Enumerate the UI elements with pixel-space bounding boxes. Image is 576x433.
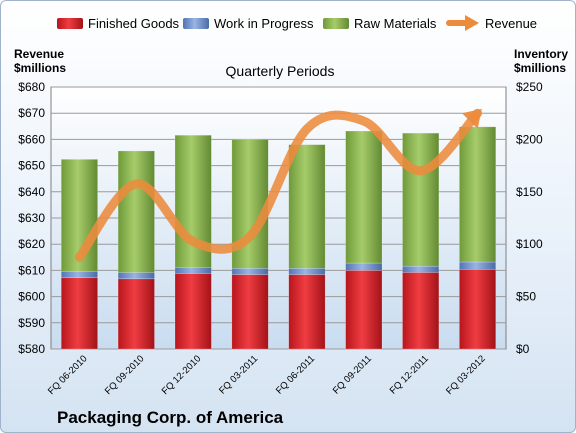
right-tick-label: $250: [516, 80, 543, 94]
revenue-line-layer: [74, 108, 483, 262]
chart-subtitle: Quarterly Periods: [226, 63, 335, 79]
legend: Finished Goods Work in Progress Raw Mate…: [57, 15, 537, 31]
bar-work-in-progress: [60, 271, 98, 279]
bar-work-in-progress: [174, 266, 212, 274]
bar-raw-materials: [459, 126, 497, 263]
bar-raw-materials: [288, 144, 326, 269]
left-axis-title-line1: Revenue: [14, 47, 64, 61]
category-label: FQ 06-2011: [274, 353, 317, 396]
right-tick-label: $200: [516, 132, 543, 146]
left-tick-label: $620: [18, 237, 45, 251]
right-tick-label: $100: [516, 237, 543, 251]
bar-finished-goods: [117, 278, 155, 350]
bar-finished-goods: [174, 273, 212, 350]
left-tick-label: $640: [18, 185, 45, 199]
right-tick-label: $0: [516, 342, 530, 356]
bar-work-in-progress: [117, 272, 155, 280]
left-tick-label: $600: [18, 290, 45, 304]
legend-label-revenue: Revenue: [485, 16, 537, 31]
bar-work-in-progress: [459, 261, 497, 270]
legend-swatch-work-in-progress: [183, 18, 209, 29]
left-tick-label: $680: [18, 80, 45, 94]
legend-label-work-in-progress: Work in Progress: [214, 16, 314, 31]
bar-finished-goods: [345, 270, 383, 350]
category-label: FQ 09-2011: [331, 353, 374, 396]
right-axis-title-line1: Inventory: [514, 47, 568, 61]
right-tick-label: $50: [516, 290, 536, 304]
right-tick-label: $150: [516, 185, 543, 199]
bar-finished-goods: [459, 269, 497, 350]
bar-work-in-progress: [288, 268, 326, 275]
category-labels: FQ 06-2010 FQ 09-2010 FQ 12-2010 FQ 03-2011…: [46, 353, 488, 397]
left-tick-label: $650: [18, 159, 45, 173]
bar-finished-goods: [288, 274, 326, 350]
category-label: FQ 03-2012: [444, 353, 488, 397]
left-axis-ticks: $580 $590 $600 $610 $620 $630 $640 $650 $660 $670…: [18, 80, 45, 356]
legend-swatch-finished-goods: [57, 18, 83, 29]
left-tick-label: $590: [18, 316, 45, 330]
category-label: FQ 12-2011: [388, 353, 431, 396]
revenue-line: [74, 108, 483, 262]
legend-label-finished-goods: Finished Goods: [88, 16, 180, 31]
bar-work-in-progress: [345, 262, 383, 271]
left-tick-label: $580: [18, 342, 45, 356]
revenue-arrowhead: [462, 108, 482, 129]
category-label: FQ 09-2010: [103, 353, 147, 397]
right-axis-ticks: $0 $50 $100 $150 $200 $250: [516, 80, 543, 356]
bar-finished-goods: [231, 274, 269, 350]
left-axis-title-line2: $millions: [14, 61, 66, 75]
left-tick-label: $630: [18, 211, 45, 225]
left-tick-label: $670: [18, 106, 45, 120]
bar-work-in-progress: [231, 268, 269, 275]
bar-raw-materials: [402, 132, 440, 267]
legend-swatch-revenue: [446, 15, 479, 31]
left-tick-label: $610: [18, 263, 45, 277]
category-label: FQ 06-2010: [46, 353, 90, 397]
bar-work-in-progress: [402, 265, 440, 273]
bar-raw-materials: [117, 150, 155, 273]
legend-label-raw-materials: Raw Materials: [354, 16, 437, 31]
bar-raw-materials: [345, 130, 383, 264]
left-tick-label: $660: [18, 132, 45, 146]
right-axis-title-line2: $millions: [514, 61, 566, 75]
bar-finished-goods: [402, 272, 440, 350]
bar-finished-goods: [60, 277, 98, 350]
chart-footer: Packaging Corp. of America: [57, 408, 284, 427]
category-label: FQ 03-2011: [217, 353, 260, 396]
category-label: FQ 12-2010: [160, 353, 204, 397]
legend-swatch-raw-materials: [323, 18, 349, 29]
